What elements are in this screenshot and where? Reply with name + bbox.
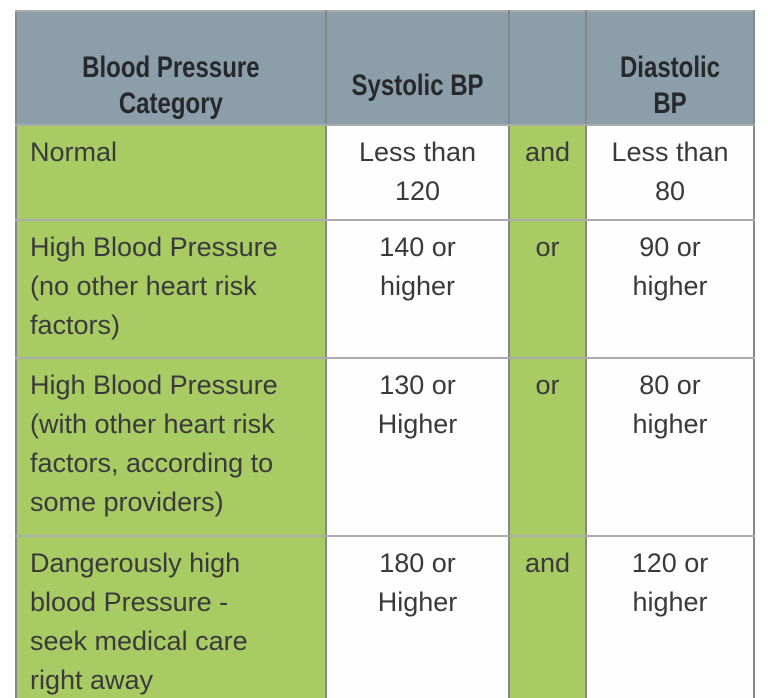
category-cell: High Blood Pressure (no other heart risk… (15, 219, 327, 359)
header-cell-diastolic: Diastolic BP (585, 10, 755, 126)
header-label-systolic: Systolic BP (351, 69, 484, 102)
conjunction-cell: and (508, 535, 587, 698)
table-row-high-bp-no-risk: High Blood Pressure (no other heart risk… (15, 219, 755, 359)
diastolic-cell: 90 or higher (585, 219, 755, 359)
header-label-category: Blood Pressure Category (82, 51, 260, 120)
blood-pressure-table: Blood Pressure Category Systolic BP Dias… (15, 10, 755, 698)
category-cell: High Blood Pressure (with other heart ri… (15, 357, 327, 537)
header-cell-conjunction (508, 10, 587, 126)
diastolic-cell: 120 or higher (585, 535, 755, 698)
table-row-dangerously-high: Dangerously high blood Pressure - seek m… (15, 535, 755, 698)
header-row: Blood Pressure Category Systolic BP Dias… (15, 10, 755, 126)
table-row-high-bp-with-risk: High Blood Pressure (with other heart ri… (15, 357, 755, 537)
header-label-diastolic: Diastolic BP (619, 51, 721, 120)
category-cell: Dangerously high blood Pressure - seek m… (15, 535, 327, 698)
conjunction-cell: or (508, 219, 587, 359)
category-cell: Normal (15, 124, 327, 221)
systolic-cell: Less than 120 (325, 124, 510, 221)
diastolic-cell: 80 or higher (585, 357, 755, 537)
systolic-cell: 140 or higher (325, 219, 510, 359)
diastolic-cell: Less than 80 (585, 124, 755, 221)
header-cell-category: Blood Pressure Category (15, 10, 327, 126)
systolic-cell: 180 or Higher (325, 535, 510, 698)
conjunction-cell: and (508, 124, 587, 221)
systolic-cell: 130 or Higher (325, 357, 510, 537)
table-row-normal: Normal Less than 120 and Less than 80 (15, 124, 755, 221)
header-cell-systolic: Systolic BP (325, 10, 510, 126)
conjunction-cell: or (508, 357, 587, 537)
